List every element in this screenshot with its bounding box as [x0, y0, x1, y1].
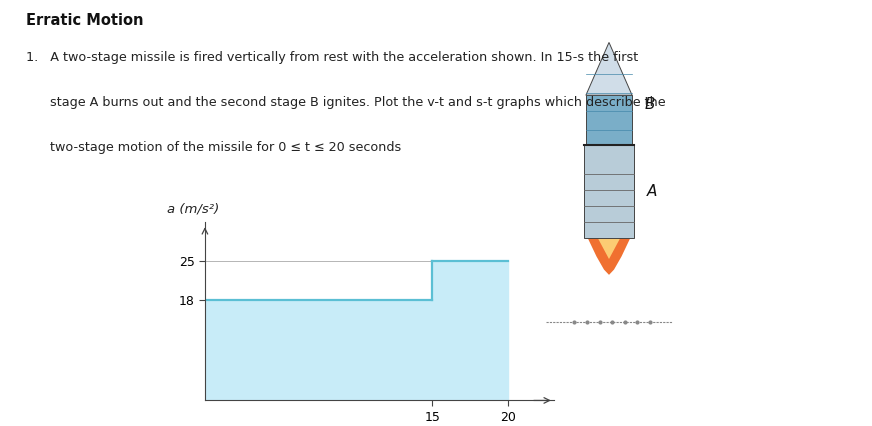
Text: Erratic Motion: Erratic Motion: [26, 13, 144, 28]
Text: 1.   A two-stage missile is fired vertically from rest with the acceleration sho: 1. A two-stage missile is fired vertical…: [26, 51, 638, 64]
Text: A: A: [647, 184, 657, 199]
Text: stage A burns out and the second stage B ignites. Plot the v-t and s-t graphs wh: stage A burns out and the second stage B…: [26, 96, 666, 109]
Text: a (m/s²): a (m/s²): [167, 203, 219, 216]
Polygon shape: [597, 238, 620, 259]
Polygon shape: [586, 43, 632, 95]
Polygon shape: [588, 238, 630, 275]
FancyBboxPatch shape: [586, 95, 632, 145]
Text: two-stage motion of the missile for 0 ≤ t ≤ 20 seconds: two-stage motion of the missile for 0 ≤ …: [26, 141, 401, 154]
Text: B: B: [644, 97, 655, 112]
FancyBboxPatch shape: [584, 145, 634, 238]
